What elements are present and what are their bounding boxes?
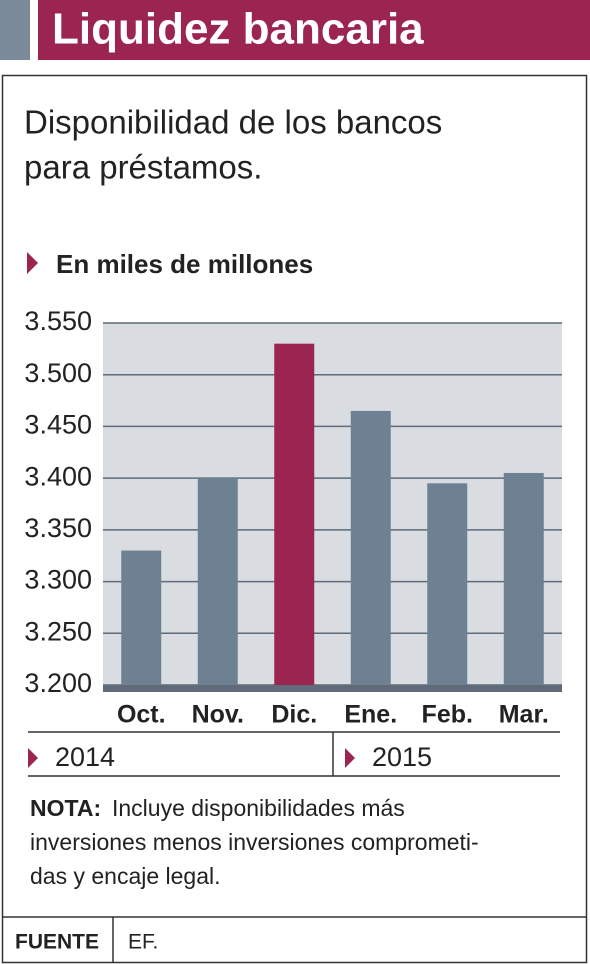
subtitle: para préstamos. [24,149,262,186]
x-tick-label: Feb. [422,701,473,729]
bar [121,550,162,685]
bar [274,343,315,685]
x-axis [103,685,562,692]
x-tick-label: Nov. [192,701,244,729]
y-tick-label: 3.450 [24,410,92,440]
marker [27,252,38,274]
plot-area [103,323,562,685]
bar [197,478,238,685]
y-tick-label: 3.350 [24,513,92,543]
y-tick-label: 3.500 [24,358,92,388]
y-axis-label: En miles de millones [56,249,313,279]
year-label: 2014 [55,742,115,772]
marker [345,748,355,768]
y-tick-label: 3.400 [24,461,92,491]
header-bar [38,0,590,60]
frame [1,74,588,964]
source-text: EF. [128,931,158,954]
year-label: 2015 [372,742,432,772]
x-tick-label: Dic. [271,701,317,729]
bar [350,410,391,685]
note-text: Incluye disponibilidades más [112,795,405,821]
note-label: NOTA: [30,795,101,821]
y-tick-label: 3.200 [24,668,92,698]
marker [28,748,38,768]
x-tick-label: Ene. [344,701,397,729]
bar [427,483,468,685]
note-text: inversiones menos inversiones comprometi… [30,829,479,855]
note-text: das y encaje legal. [30,863,221,889]
subtitle: Disponibilidad de los bancos [24,104,442,141]
y-tick-label: 3.250 [24,616,92,646]
y-tick-label: 3.300 [24,565,92,595]
chart-title: Liquidez bancaria [52,5,424,54]
source-label: FUENTE [15,931,99,954]
y-tick-label: 3.550 [24,306,92,336]
x-tick-label: Oct. [117,701,166,729]
header-accent [0,0,30,60]
x-tick-label: Mar. [499,701,549,729]
bar [503,472,544,685]
